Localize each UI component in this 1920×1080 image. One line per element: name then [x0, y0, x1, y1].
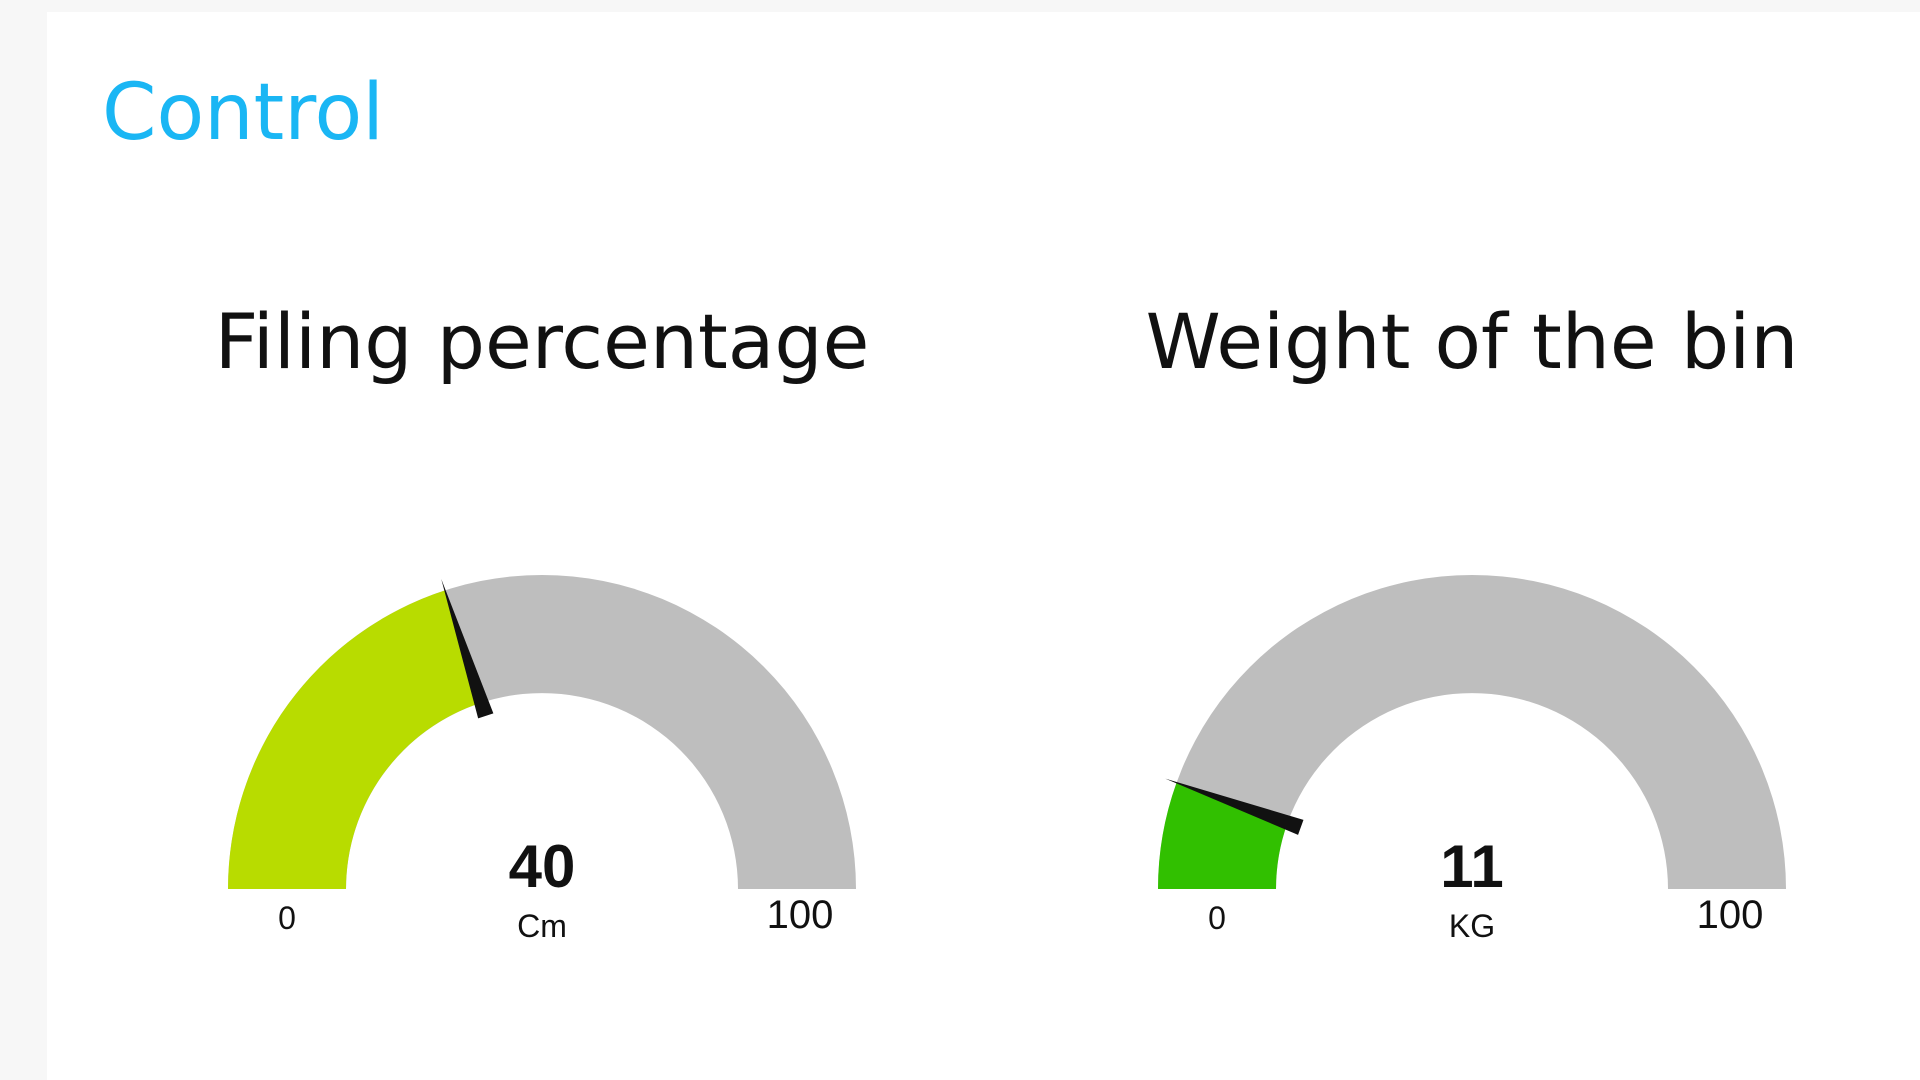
gauge-title: Filing percentage [214, 297, 870, 386]
gauge-dial: 40 Cm 0 100 [228, 575, 856, 944]
gauge-max-label: 100 [767, 893, 834, 937]
gauge-unit: Cm [517, 908, 567, 944]
gauge-fill [1158, 782, 1288, 889]
gauge-needle [1165, 778, 1304, 835]
dashboard-panel: Control Filing percentage 40 Cm 0 100 We… [47, 12, 1920, 1080]
gauge-max-label: 100 [1697, 893, 1764, 937]
gauge-title: Weight of the bin [1145, 297, 1799, 386]
gauge-min-label: 0 [1208, 900, 1226, 936]
gauge-track [1158, 575, 1786, 889]
gauge-min-label: 0 [278, 900, 296, 936]
gauge-fill [228, 590, 482, 889]
gauge-value: 40 [509, 833, 576, 900]
page-title: Control [102, 68, 384, 158]
gauge-bin-weight: Weight of the bin 11 KG 0 100 [1022, 292, 1920, 1012]
gauge-filing-percentage: Filing percentage 40 Cm 0 100 [92, 292, 992, 1012]
gauge-unit: KG [1449, 908, 1495, 944]
gauge-value: 11 [1440, 833, 1503, 900]
gauge-dial: 11 KG 0 100 [1158, 575, 1786, 944]
gauge-needle [441, 578, 494, 719]
